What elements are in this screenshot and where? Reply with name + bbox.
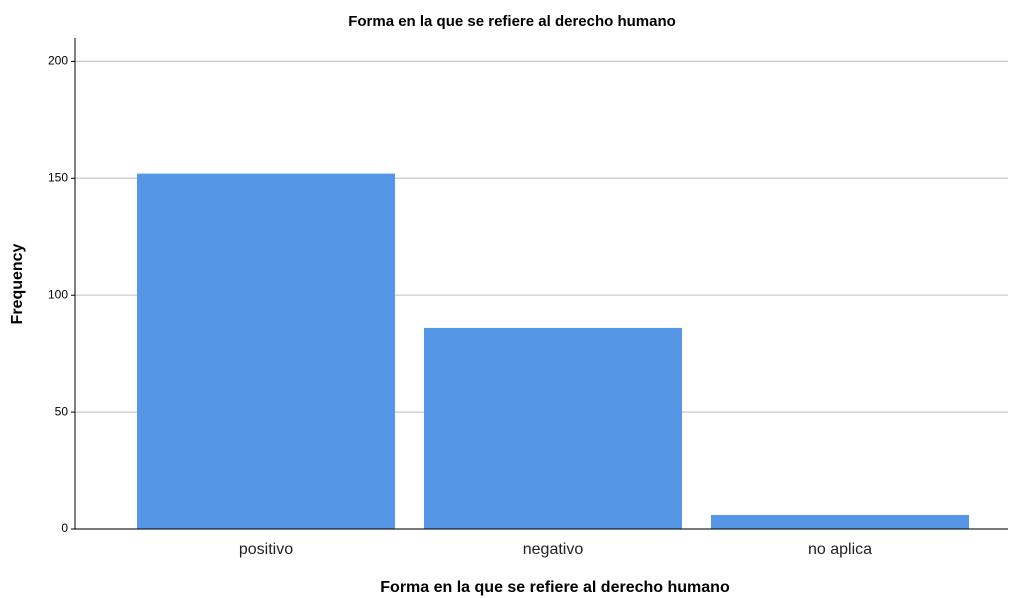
bar: [711, 514, 969, 529]
y-axis-label: Frequency: [9, 243, 26, 324]
bar: [424, 327, 682, 529]
chart-title: Forma en la que se refiere al derecho hu…: [348, 13, 676, 30]
y-tick-label: 200: [48, 54, 68, 68]
x-tick-label: positivo: [239, 541, 293, 558]
y-tick-label: 0: [61, 521, 68, 535]
y-tick-label: 100: [48, 287, 68, 301]
x-tick-label: negativo: [523, 541, 584, 558]
y-tick-label: 150: [48, 170, 68, 184]
x-axis-label: Forma en la que se refiere al derecho hu…: [380, 579, 730, 596]
bar: [137, 173, 395, 529]
y-tick-label: 50: [55, 404, 69, 418]
x-tick-label: no aplica: [808, 541, 872, 558]
